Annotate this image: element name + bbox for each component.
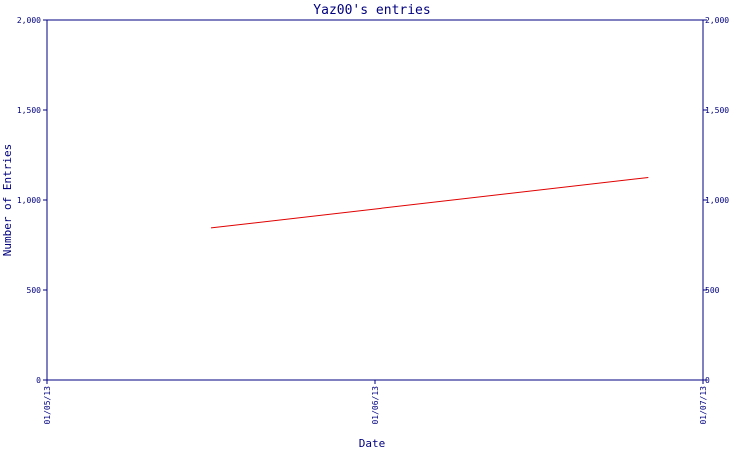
- y-tick-label-right: 0: [705, 376, 710, 385]
- x-axis-label: Date: [359, 437, 386, 450]
- x-tick-label: 01/05/13: [43, 386, 52, 425]
- series-line: [210, 177, 649, 229]
- y-tick-label-left: 2,000: [17, 16, 41, 25]
- y-tick-label-right: 2,000: [705, 16, 729, 25]
- y-tick-label-left: 1,000: [17, 196, 41, 205]
- y-tick-label-left: 1,500: [17, 106, 41, 115]
- x-tick-label: 01/06/13: [371, 386, 380, 425]
- x-tick-label: 01/07/13: [699, 386, 708, 425]
- chart-title: Yaz00's entries: [313, 3, 430, 18]
- x-axis: 01/05/13 01/06/13 01/07/13: [43, 380, 708, 425]
- y-axis-left: 0 500 1,000 1,500 2,000: [17, 16, 47, 385]
- y-tick-label-left: 0: [36, 376, 41, 385]
- y-axis-right: 0 500 1,000 1,500 2,000: [703, 16, 729, 385]
- y-tick-label-left: 500: [27, 286, 42, 295]
- y-axis-label: Number of Entries: [1, 144, 14, 257]
- y-tick-label-right: 1,000: [705, 196, 729, 205]
- y-tick-label-right: 500: [705, 286, 720, 295]
- plot-frame: [46, 19, 704, 381]
- series-group: [210, 177, 649, 229]
- y-tick-label-right: 1,500: [705, 106, 729, 115]
